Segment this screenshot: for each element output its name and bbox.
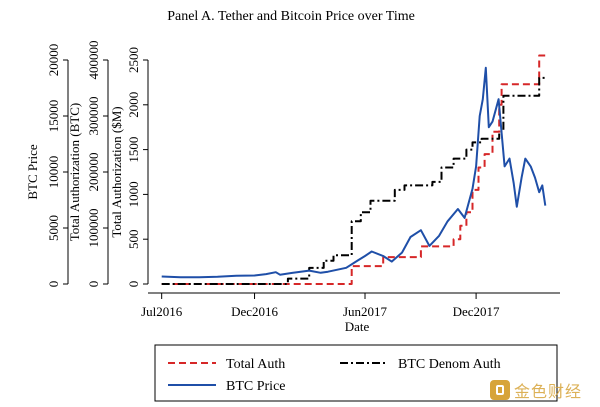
btc-price-tick-label: 20000 xyxy=(46,44,61,77)
legend-label-total-auth: Total Auth xyxy=(226,357,285,372)
legend-label-btc-price: BTC Price xyxy=(226,379,286,394)
btc-auth-axis-title: Total Authorization (BTC) xyxy=(67,103,82,241)
btc-auth-tick-label: 200000 xyxy=(86,153,101,192)
watermark-logo-icon xyxy=(490,380,510,400)
watermark: 金色财经 xyxy=(490,377,594,403)
usd-auth-tick-label: 2000 xyxy=(126,92,141,118)
legend-label-btc-denom-auth: BTC Denom Auth xyxy=(398,357,501,372)
x-axis-title: Date xyxy=(345,319,370,334)
watermark-text: 金色财经 xyxy=(514,382,583,401)
series-total-auth xyxy=(161,54,546,285)
btc-auth-tick-label: 300000 xyxy=(86,97,101,136)
x-tick-label: Dec2017 xyxy=(453,304,500,319)
chart-title: Panel A. Tether and Bitcoin Price over T… xyxy=(167,9,415,24)
usd-auth-tick-label: 1000 xyxy=(126,181,141,207)
btc-price-tick-label: 5000 xyxy=(46,215,61,241)
x-tick-label: Jul2016 xyxy=(141,304,183,319)
legend-box xyxy=(154,344,558,402)
series-btc-denom-auth xyxy=(161,76,546,285)
series-btc-price xyxy=(161,66,547,279)
usd-auth-tick-label: 500 xyxy=(126,229,141,249)
btc-auth-tick-label: 100000 xyxy=(86,209,101,248)
usd-auth-tick-label: 0 xyxy=(126,281,141,288)
btc-price-tick-label: 0 xyxy=(46,281,61,288)
x-tick-label: Dec2016 xyxy=(231,304,278,319)
usd-auth-axis-title: Total Authorization ($M) xyxy=(109,106,124,237)
btc-auth-tick-label: 0 xyxy=(86,281,101,288)
btc-price-tick-label: 10000 xyxy=(46,156,61,189)
usd-auth-tick-label: 1500 xyxy=(126,137,141,163)
btc-auth-tick-label: 400000 xyxy=(86,41,101,80)
btc-price-axis-title: BTC Price xyxy=(25,144,40,199)
x-tick-label: Jun2017 xyxy=(343,304,388,319)
usd-auth-tick-label: 2500 xyxy=(126,47,141,73)
btc-price-tick-label: 15000 xyxy=(46,100,61,133)
